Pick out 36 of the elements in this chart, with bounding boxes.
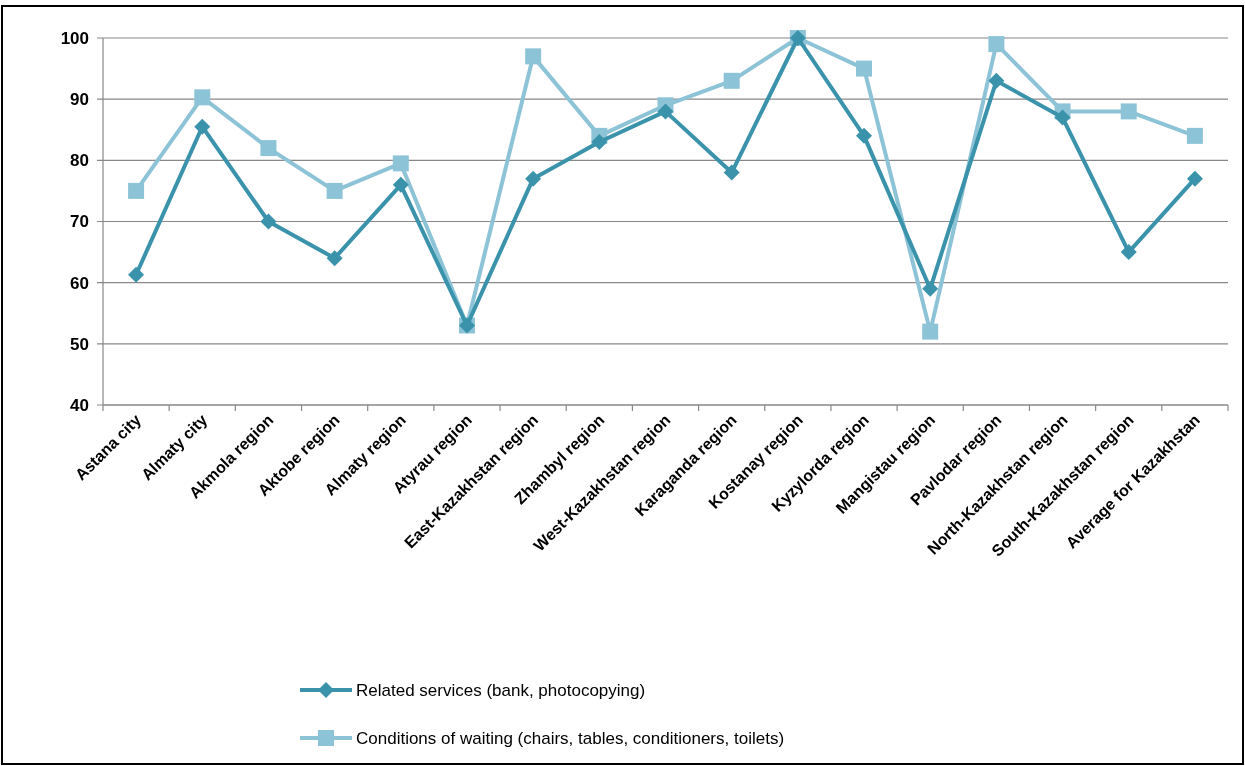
point: [922, 280, 939, 297]
point: [1054, 109, 1071, 126]
point: [392, 155, 409, 172]
y-tick-label: 40: [70, 395, 89, 415]
point: [326, 250, 343, 267]
y-tick-label: 80: [70, 151, 89, 171]
point: [525, 48, 542, 65]
legend-label: Related services (bank, photocopying): [356, 680, 646, 700]
point: [723, 164, 740, 181]
point: [194, 118, 211, 135]
point: [988, 72, 1005, 89]
legend-label: Conditions of waiting (chairs, tables, conditioners, toilets): [356, 728, 785, 748]
point: [525, 170, 542, 187]
point: [723, 72, 740, 89]
point: [922, 323, 939, 340]
y-tick-label: 50: [70, 334, 89, 354]
point: [1120, 103, 1137, 120]
y-tick-label: 100: [60, 28, 89, 48]
y-tick-label: 70: [70, 212, 89, 232]
point: [856, 60, 873, 77]
point: [194, 89, 211, 106]
point: [128, 266, 145, 283]
point: [260, 213, 277, 230]
point: [128, 182, 145, 199]
point: [591, 133, 608, 150]
point: [657, 103, 674, 120]
point: [1186, 127, 1203, 144]
point: [392, 176, 409, 193]
point: [1120, 244, 1137, 261]
point: [988, 36, 1005, 53]
point: [1186, 170, 1203, 187]
point: [260, 140, 277, 157]
y-tick-label: 60: [70, 273, 89, 293]
y-tick-label: 90: [70, 90, 89, 110]
point: [856, 127, 873, 144]
point: [326, 182, 343, 199]
